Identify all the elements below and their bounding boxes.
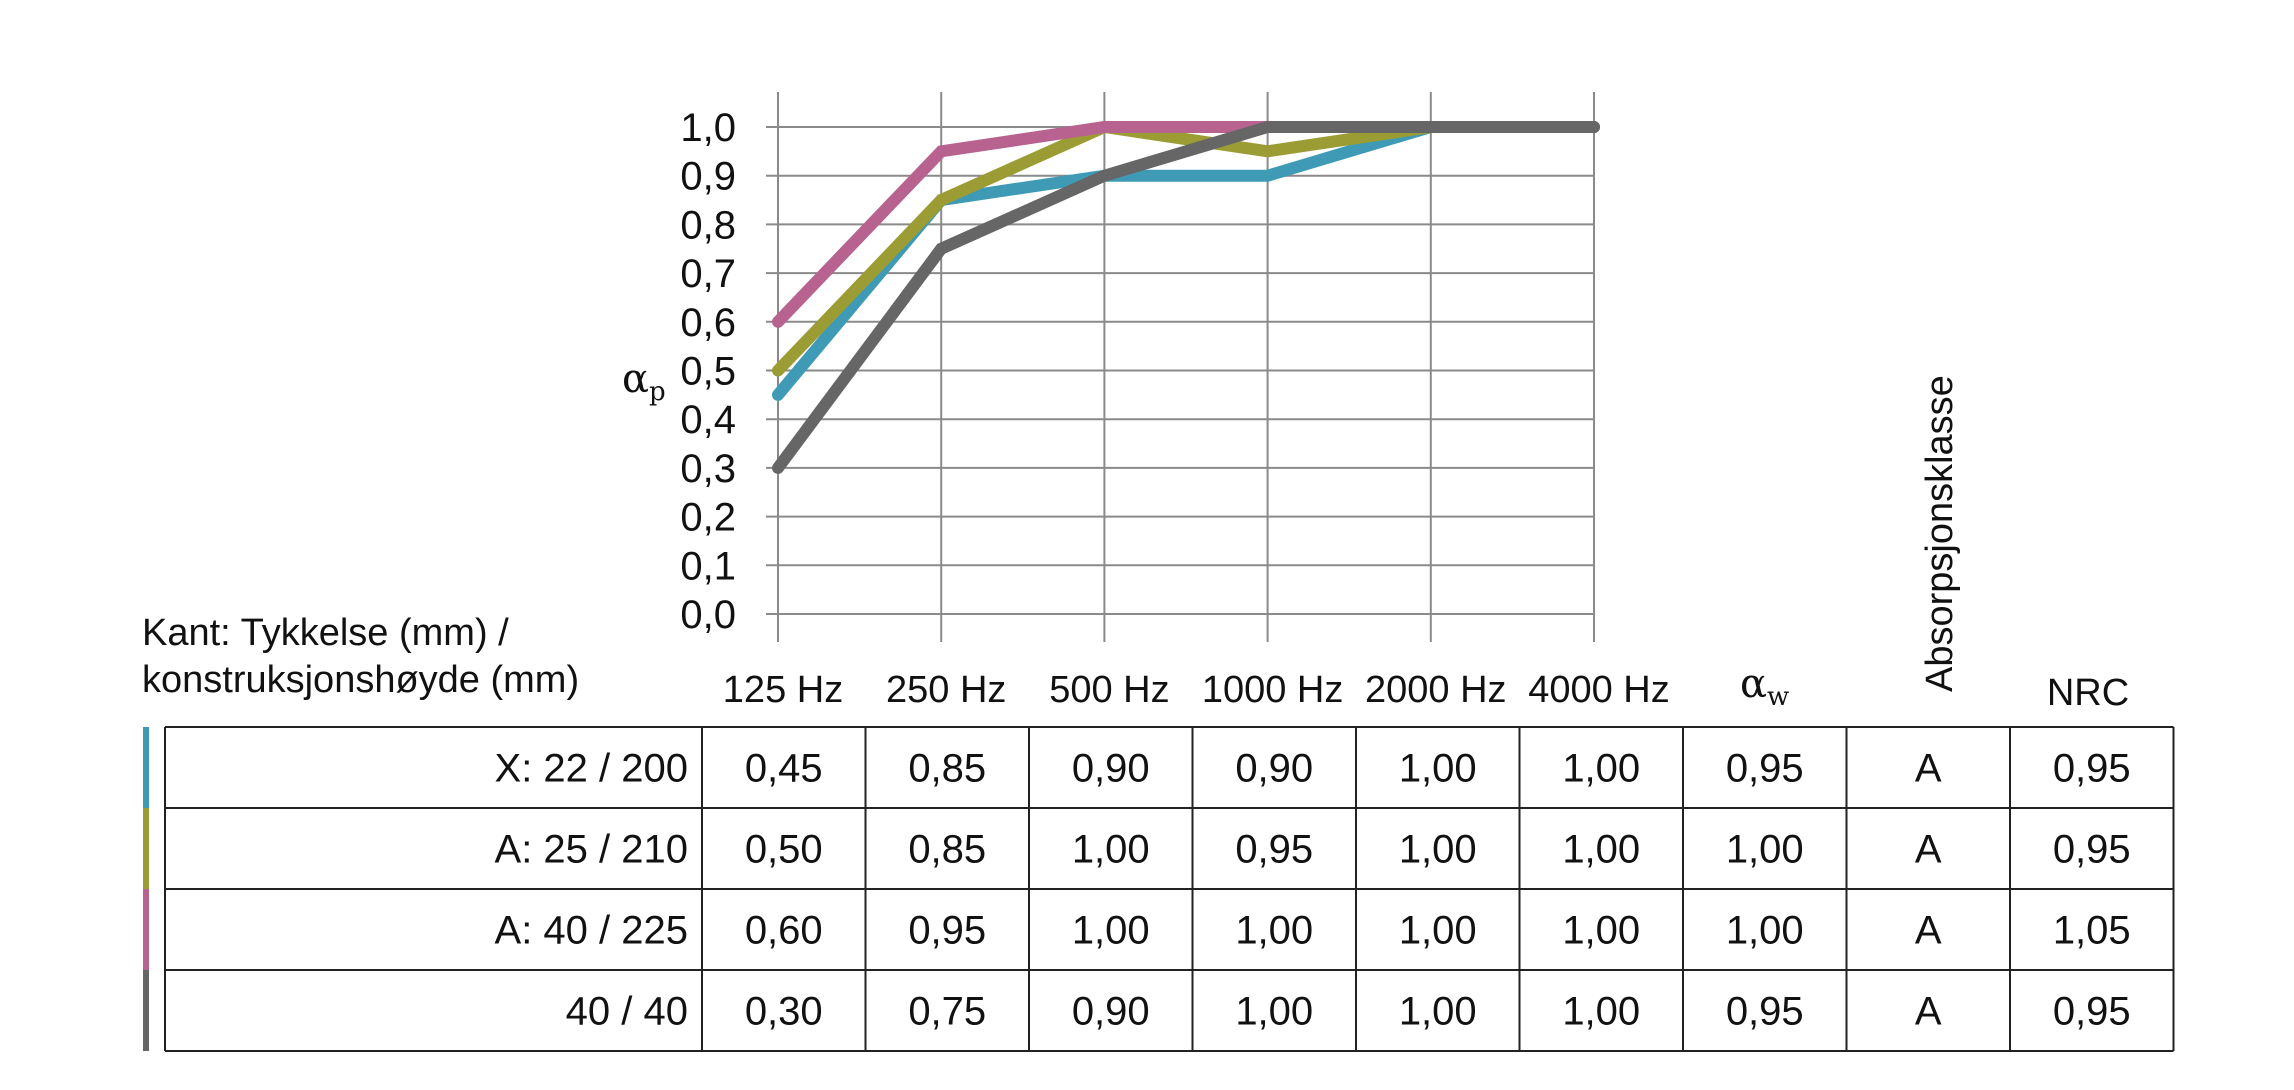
- table-cell: 0,95: [1726, 747, 1804, 791]
- x-tick-label: 500 Hz: [1049, 669, 1169, 711]
- series-line-1: [772, 121, 1600, 401]
- table-cell: 0,60: [745, 909, 823, 953]
- table-cell: 0,30: [745, 990, 823, 1034]
- table-cell: 1,00: [1726, 909, 1804, 953]
- y-tick-label: 0,2: [680, 496, 736, 540]
- y-tick-label: 0,4: [680, 398, 736, 442]
- y-tick-label: 1,0: [680, 106, 736, 150]
- table-cell: 1,00: [1072, 828, 1150, 872]
- row-color-marker: [143, 727, 149, 808]
- table-cell: 1,00: [1562, 990, 1640, 1034]
- x-tick-label: 1000 Hz: [1202, 669, 1344, 711]
- table-cell: 1,00: [1399, 909, 1477, 953]
- table-cell: 0,90: [1072, 990, 1150, 1034]
- row-color-marker: [143, 808, 149, 889]
- row-label-header-line1: Kant: Tykkelse (mm) /: [142, 612, 509, 654]
- table-cell: 1,00: [1562, 909, 1640, 953]
- aw-header: αw: [1740, 661, 1789, 712]
- chart-series: [772, 120, 1600, 474]
- table-row-label: A: 25 / 210: [495, 828, 688, 872]
- table-cell: 0,90: [1072, 747, 1150, 791]
- x-tick-label: 125 Hz: [723, 669, 843, 711]
- table-row-label: 40 / 40: [566, 990, 688, 1034]
- table-row-label: X: 22 / 200: [495, 747, 688, 791]
- x-tick-label: 2000 Hz: [1365, 669, 1507, 711]
- table-cell: 1,00: [1726, 828, 1804, 872]
- y-tick-label: 0,6: [680, 301, 736, 345]
- table-cell: 0,45: [745, 747, 823, 791]
- table-cell: 1,00: [1399, 747, 1477, 791]
- x-tick-label: 4000 Hz: [1528, 669, 1670, 711]
- nrc-header: NRC: [2047, 672, 2129, 714]
- table-cell: 0,85: [908, 828, 986, 872]
- table-cell: 1,05: [2053, 909, 2131, 953]
- table-cell: 0,90: [1235, 747, 1313, 791]
- table-cell: 1,00: [1562, 828, 1640, 872]
- series-line-4: [772, 121, 1600, 474]
- table-cell: 0,95: [1726, 990, 1804, 1034]
- data-table: X: 22 / 200 0,45 0,85 0,90 0,90 1,00 1,00 0,95 A…: [143, 726, 2175, 1052]
- series-line-2: [772, 120, 1600, 377]
- table-cell: A: [1915, 990, 1942, 1034]
- row-color-marker: [143, 970, 149, 1051]
- y-tick-label: 0,8: [680, 203, 736, 247]
- y-tick-label: 0,5: [680, 350, 736, 394]
- y-tick-label: 0,0: [680, 593, 736, 637]
- y-tick-label: 0,7: [680, 252, 736, 296]
- table-cell: 0,75: [908, 990, 986, 1034]
- table-cell: A: [1915, 828, 1942, 872]
- table-cell: 1,00: [1235, 990, 1313, 1034]
- y-axis-label: αp: [622, 356, 666, 407]
- y-tick-label: 0,3: [680, 447, 736, 491]
- table-cell: A: [1915, 909, 1942, 953]
- table-cell: A: [1915, 747, 1942, 791]
- table-cell: 1,00: [1072, 909, 1150, 953]
- table-cell: 0,95: [2053, 828, 2131, 872]
- table-row-label: A: 40 / 225: [495, 909, 688, 953]
- table-cell: 1,00: [1399, 990, 1477, 1034]
- table-cell: 1,00: [1399, 828, 1477, 872]
- table-cell: 0,95: [908, 909, 986, 953]
- x-axis-ticks: 125 Hz 250 Hz 500 Hz 1000 Hz 2000 Hz 4000 Hz: [723, 669, 1670, 711]
- table-cell: 0,50: [745, 828, 823, 872]
- y-axis-ticks: 0,0 0,10,2 0,3 0,40,5 0,6 0,7 0,80,9 1,0: [680, 106, 736, 637]
- table-cell: 0,95: [2053, 990, 2131, 1034]
- row-color-marker: [143, 889, 149, 970]
- table-cell: 0,95: [2053, 747, 2131, 791]
- table-cell: 1,00: [1562, 747, 1640, 791]
- x-tick-label: 250 Hz: [886, 669, 1006, 711]
- table-cell: 0,85: [908, 747, 986, 791]
- class-header: Absorpsjonsklasse: [1919, 375, 1961, 692]
- y-tick-label: 0,9: [680, 155, 736, 199]
- table-cell: 0,95: [1235, 828, 1313, 872]
- y-tick-label: 0,1: [680, 544, 736, 588]
- table-cell: 1,00: [1235, 909, 1313, 953]
- chart-grid: [766, 92, 1595, 642]
- row-label-header-line2: konstruksjonshøyde (mm): [142, 659, 579, 701]
